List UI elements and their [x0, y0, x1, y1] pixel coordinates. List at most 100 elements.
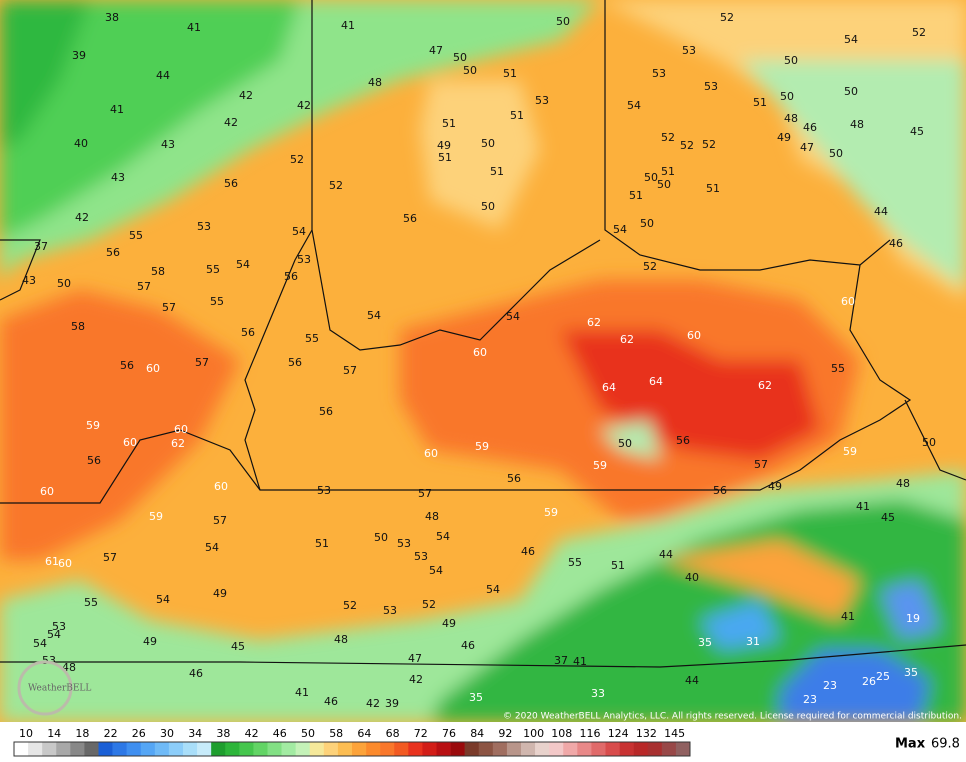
station-value: 41	[573, 655, 587, 668]
station-value: 58	[151, 265, 165, 278]
station-value: 45	[231, 640, 245, 653]
station-value: 53	[197, 220, 211, 233]
station-value: 51	[753, 96, 767, 109]
station-value: 55	[568, 556, 582, 569]
legend-swatch	[70, 742, 85, 756]
station-value: 42	[239, 89, 253, 102]
station-value: 51	[442, 117, 456, 130]
station-value: 48	[784, 112, 798, 125]
legend-label: 72	[414, 727, 428, 740]
legend-swatch	[309, 742, 325, 756]
station-value: 50	[618, 437, 632, 450]
legend-swatch	[337, 742, 353, 756]
station-value: 49	[442, 617, 456, 630]
legend-swatch	[450, 742, 465, 756]
station-value: 47	[800, 141, 814, 154]
legend-swatch	[633, 742, 649, 756]
station-value: 46	[189, 667, 203, 680]
legend-swatch	[535, 742, 550, 756]
station-value: 51	[629, 189, 643, 202]
station-value: 52	[661, 131, 675, 144]
station-value: 60	[58, 557, 72, 570]
station-value: 57	[103, 551, 117, 564]
station-value: 60	[687, 329, 701, 342]
station-value: 54	[236, 258, 250, 271]
station-value: 49	[768, 480, 782, 493]
station-value: 50	[481, 200, 495, 213]
legend-swatch	[267, 742, 282, 756]
station-value: 59	[475, 440, 489, 453]
station-value: 59	[149, 510, 163, 523]
legend-swatch	[408, 742, 423, 756]
station-value: 50	[844, 85, 858, 98]
station-value: 60	[146, 362, 160, 375]
copyright: © 2020 WeatherBELL Analytics, LLC. All r…	[503, 712, 962, 722]
legend-frame	[13, 741, 691, 757]
station-value: 52	[643, 260, 657, 273]
legend-swatch	[28, 742, 43, 756]
station-value: 60	[214, 480, 228, 493]
logo: WeatherBELL	[17, 660, 91, 716]
legend-label: 22	[104, 727, 118, 740]
station-value: 53	[414, 550, 428, 563]
station-value: 54	[844, 33, 858, 46]
station-value: 53	[535, 94, 549, 107]
station-value: 55	[305, 332, 319, 345]
station-value: 51	[611, 559, 625, 572]
legend-swatch	[168, 742, 184, 756]
legend-swatch	[478, 742, 494, 756]
station-value: 57	[754, 458, 768, 471]
station-value: 58	[71, 320, 85, 333]
station-value: 57	[343, 364, 357, 377]
station-value: 52	[680, 139, 694, 152]
legend-swatch	[436, 742, 451, 756]
legend-swatch	[211, 742, 226, 756]
legend-swatch	[661, 742, 677, 756]
legend-label: 42	[245, 727, 259, 740]
legend-swatch	[492, 742, 508, 756]
station-value: 31	[746, 635, 760, 648]
station-value: 43	[161, 138, 175, 151]
station-value: 56	[319, 405, 333, 418]
station-value: 52	[720, 11, 734, 24]
legend-label: 124	[608, 727, 629, 740]
station-value: 56	[106, 246, 120, 259]
station-value: 60	[40, 485, 54, 498]
legend-swatch	[506, 742, 522, 756]
station-value: 35	[469, 691, 483, 704]
station-value: 60	[424, 447, 438, 460]
legend-label: 26	[132, 727, 146, 740]
station-value: 53	[652, 67, 666, 80]
station-value: 39	[385, 697, 399, 710]
station-value: 39	[72, 49, 86, 62]
station-value: 54	[613, 223, 627, 236]
station-value: 48	[425, 510, 439, 523]
station-value: 33	[591, 687, 605, 700]
legend-label: 58	[329, 727, 343, 740]
station-value: 42	[366, 697, 380, 710]
station-value: 41	[295, 686, 309, 699]
station-value: 41	[856, 500, 870, 513]
station-value: 57	[418, 487, 432, 500]
station-value: 62	[171, 437, 185, 450]
station-value: 49	[437, 139, 451, 152]
station-value: 54	[627, 99, 641, 112]
station-value: 51	[438, 151, 452, 164]
legend-swatch	[563, 742, 578, 756]
legend-label: 108	[551, 727, 572, 740]
station-value: 64	[602, 381, 616, 394]
station-value: 48	[896, 477, 910, 490]
station-value: 57	[195, 356, 209, 369]
station-value: 60	[123, 436, 137, 449]
station-value: 49	[213, 587, 227, 600]
station-value: 51	[661, 165, 675, 178]
legend-label: 68	[386, 727, 400, 740]
station-value: 50	[657, 178, 671, 191]
station-value: 41	[841, 610, 855, 623]
legend-swatch	[422, 742, 437, 756]
station-value: 52	[343, 599, 357, 612]
station-value: 54	[436, 530, 450, 543]
station-value: 42	[297, 99, 311, 112]
station-value: 56	[507, 472, 521, 485]
